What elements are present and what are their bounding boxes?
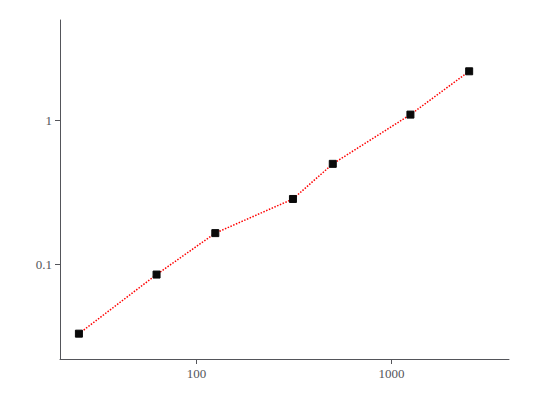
svg-text:0.1: 0.1	[36, 257, 52, 272]
svg-text:100: 100	[187, 366, 207, 381]
svg-text:1: 1	[46, 113, 53, 128]
svg-text:1000: 1000	[379, 366, 405, 381]
